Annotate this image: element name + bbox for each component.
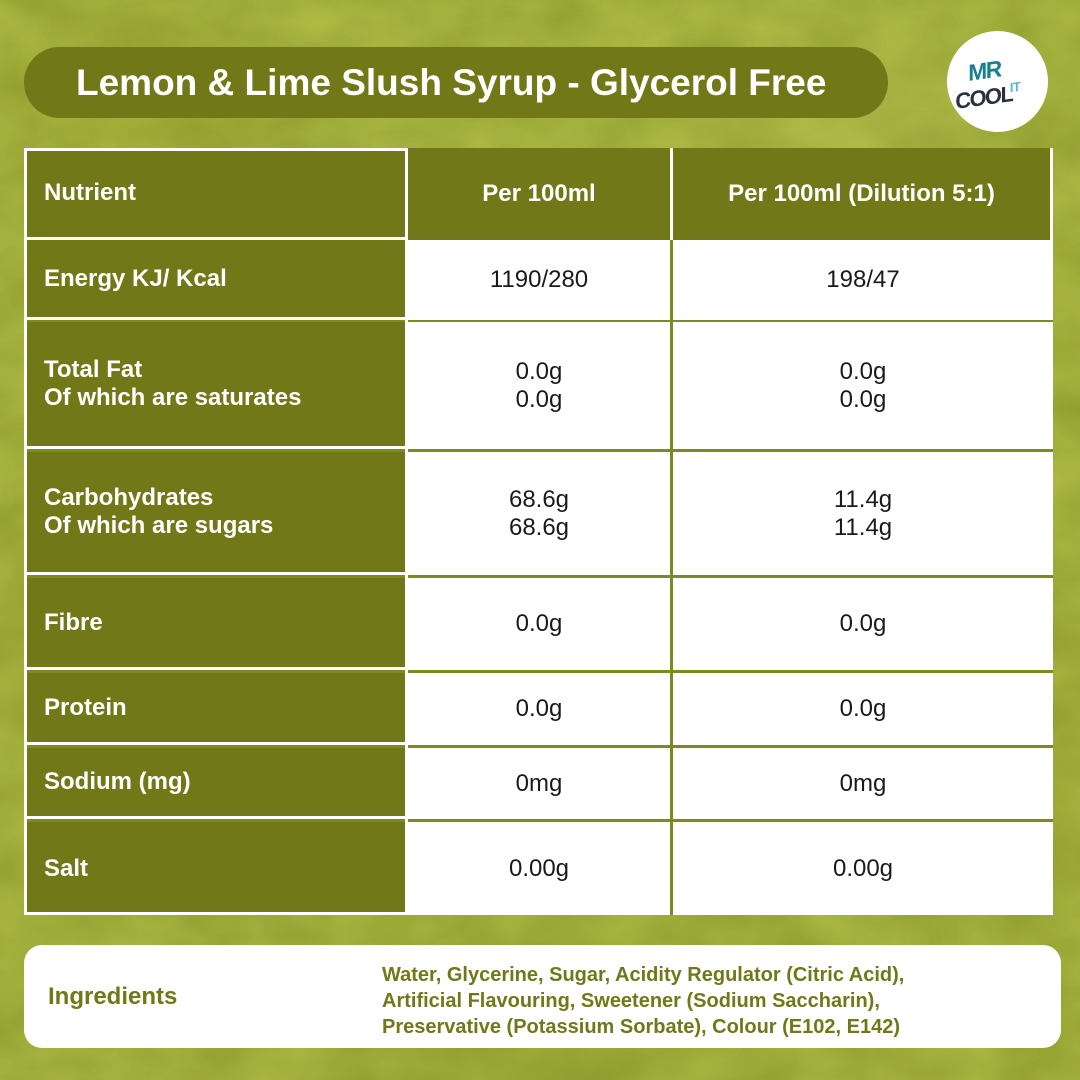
svg-text:MR: MR xyxy=(968,55,1002,86)
svg-text:COOL: COOL xyxy=(955,81,1013,114)
svg-text:IT: IT xyxy=(1010,79,1021,96)
